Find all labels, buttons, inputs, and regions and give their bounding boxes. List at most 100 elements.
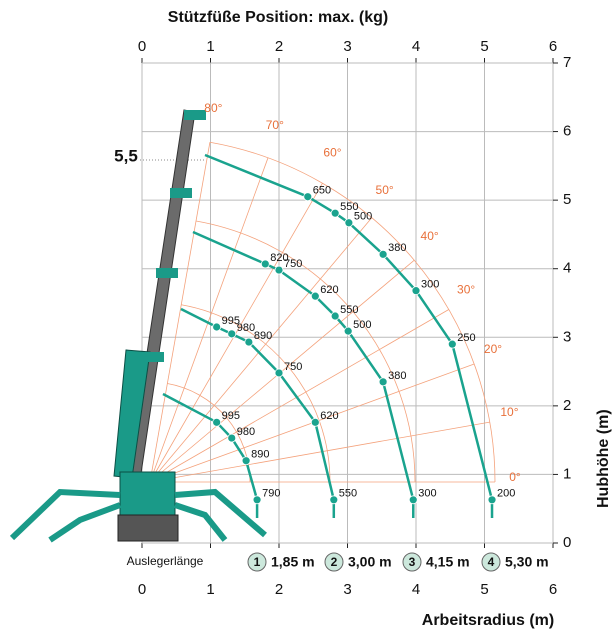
load-label: 300 xyxy=(421,279,439,291)
load-point xyxy=(227,433,237,443)
load-label: 380 xyxy=(388,370,406,382)
angle-label: 70° xyxy=(266,118,284,132)
legend-badge xyxy=(324,552,344,572)
load-point xyxy=(411,286,421,296)
y-tick-label: 3 xyxy=(563,328,571,345)
x-tick-label: 1 xyxy=(206,581,214,598)
load-label: 500 xyxy=(354,211,372,223)
legend-length: 1,85 m xyxy=(271,554,315,570)
angle-label: 40° xyxy=(421,229,439,243)
load-label: 890 xyxy=(251,449,269,461)
y-tick-label: 2 xyxy=(563,397,571,414)
crane xyxy=(9,109,267,543)
load-label: 820 xyxy=(270,252,288,264)
angle-label: 0° xyxy=(509,470,521,484)
x-tick-label: 4 xyxy=(412,581,420,598)
load-point xyxy=(310,291,320,301)
load-label: 500 xyxy=(353,319,371,331)
load-point xyxy=(378,249,388,259)
load-label: 620 xyxy=(320,410,338,422)
legend-length: 4,15 m xyxy=(426,554,470,570)
legend-number: 3 xyxy=(409,555,416,569)
angle-label: 10° xyxy=(500,405,518,419)
angle-arc xyxy=(209,141,496,483)
legend-badge xyxy=(481,552,501,572)
x-tick-label: 6 xyxy=(549,38,557,55)
y-axis-label: Hubhöhe (m) xyxy=(595,409,612,508)
load-point xyxy=(330,311,340,321)
load-label: 300 xyxy=(418,488,436,500)
x-tick-label: 3 xyxy=(343,581,351,598)
load-point xyxy=(344,218,354,228)
load-point xyxy=(274,368,284,378)
legend-number: 1 xyxy=(254,555,261,569)
legend-length: 3,00 m xyxy=(348,554,392,570)
load-label: 650 xyxy=(313,185,331,197)
angle-ray xyxy=(149,309,449,483)
load-point xyxy=(212,417,222,427)
x-axis-label: Arbeitsradius (m) xyxy=(422,612,554,629)
y-tick-label: 6 xyxy=(563,123,571,140)
load-label: 550 xyxy=(340,304,358,316)
angle-label: 20° xyxy=(484,342,502,356)
load-label: 550 xyxy=(340,201,358,213)
angle-label: 50° xyxy=(376,183,394,197)
height-marker: 5,5 xyxy=(114,146,138,165)
load-point xyxy=(303,192,313,202)
legend-length: 5,30 m xyxy=(505,554,549,570)
load-label: 200 xyxy=(497,488,515,500)
load-label: 995 xyxy=(222,410,240,422)
load-point xyxy=(408,495,418,505)
angle-label: 80° xyxy=(204,101,222,115)
load-label: 550 xyxy=(339,488,357,500)
load-label: 890 xyxy=(254,330,272,342)
x-tick-label: 2 xyxy=(275,581,283,598)
load-label: 620 xyxy=(320,284,338,296)
legend-number: 2 xyxy=(331,555,338,569)
load-label: 790 xyxy=(262,488,280,500)
load-point xyxy=(343,326,353,336)
load-point xyxy=(378,377,388,387)
load-label: 995 xyxy=(222,315,240,327)
y-tick-label: 4 xyxy=(563,260,571,277)
load-point xyxy=(212,322,222,332)
load-point xyxy=(447,339,457,349)
angle-ray xyxy=(149,217,373,483)
x-tick-label: 4 xyxy=(412,38,420,55)
y-tick-label: 1 xyxy=(563,465,571,482)
load-curve xyxy=(192,230,415,519)
load-label: 980 xyxy=(237,426,255,438)
load-point xyxy=(329,495,339,505)
load-point xyxy=(252,495,262,505)
load-label: 380 xyxy=(388,242,406,254)
load-label: 750 xyxy=(284,361,302,373)
y-tick-label: 0 xyxy=(563,534,571,551)
load-point xyxy=(310,417,320,427)
angle-ray xyxy=(149,157,269,483)
x-tick-label: 0 xyxy=(138,581,146,598)
y-tick-label: 7 xyxy=(563,54,571,71)
load-point xyxy=(274,265,284,275)
x-tick-label: 1 xyxy=(206,38,214,55)
load-label: 250 xyxy=(457,332,475,344)
load-label: 750 xyxy=(284,258,302,270)
angle-label: 60° xyxy=(323,145,341,159)
x-tick-label: 0 xyxy=(138,38,146,55)
load-point xyxy=(241,456,251,466)
load-point xyxy=(227,329,237,339)
angle-label: 30° xyxy=(457,283,475,297)
load-point xyxy=(330,208,340,218)
x-tick-label: 6 xyxy=(549,581,557,598)
angle-ray xyxy=(149,421,490,483)
angle-ray xyxy=(149,183,323,483)
title: Stützfüße Position: max. (kg) xyxy=(168,9,388,26)
x-tick-label: 3 xyxy=(343,38,351,55)
y-tick-label: 5 xyxy=(563,191,571,208)
legend-title: Auslegerlänge xyxy=(127,554,204,568)
x-tick-label: 2 xyxy=(275,38,283,55)
angle-ray xyxy=(149,142,211,483)
legend-badge xyxy=(247,552,267,572)
load-label: 980 xyxy=(237,322,255,334)
legend-badge xyxy=(402,552,422,572)
